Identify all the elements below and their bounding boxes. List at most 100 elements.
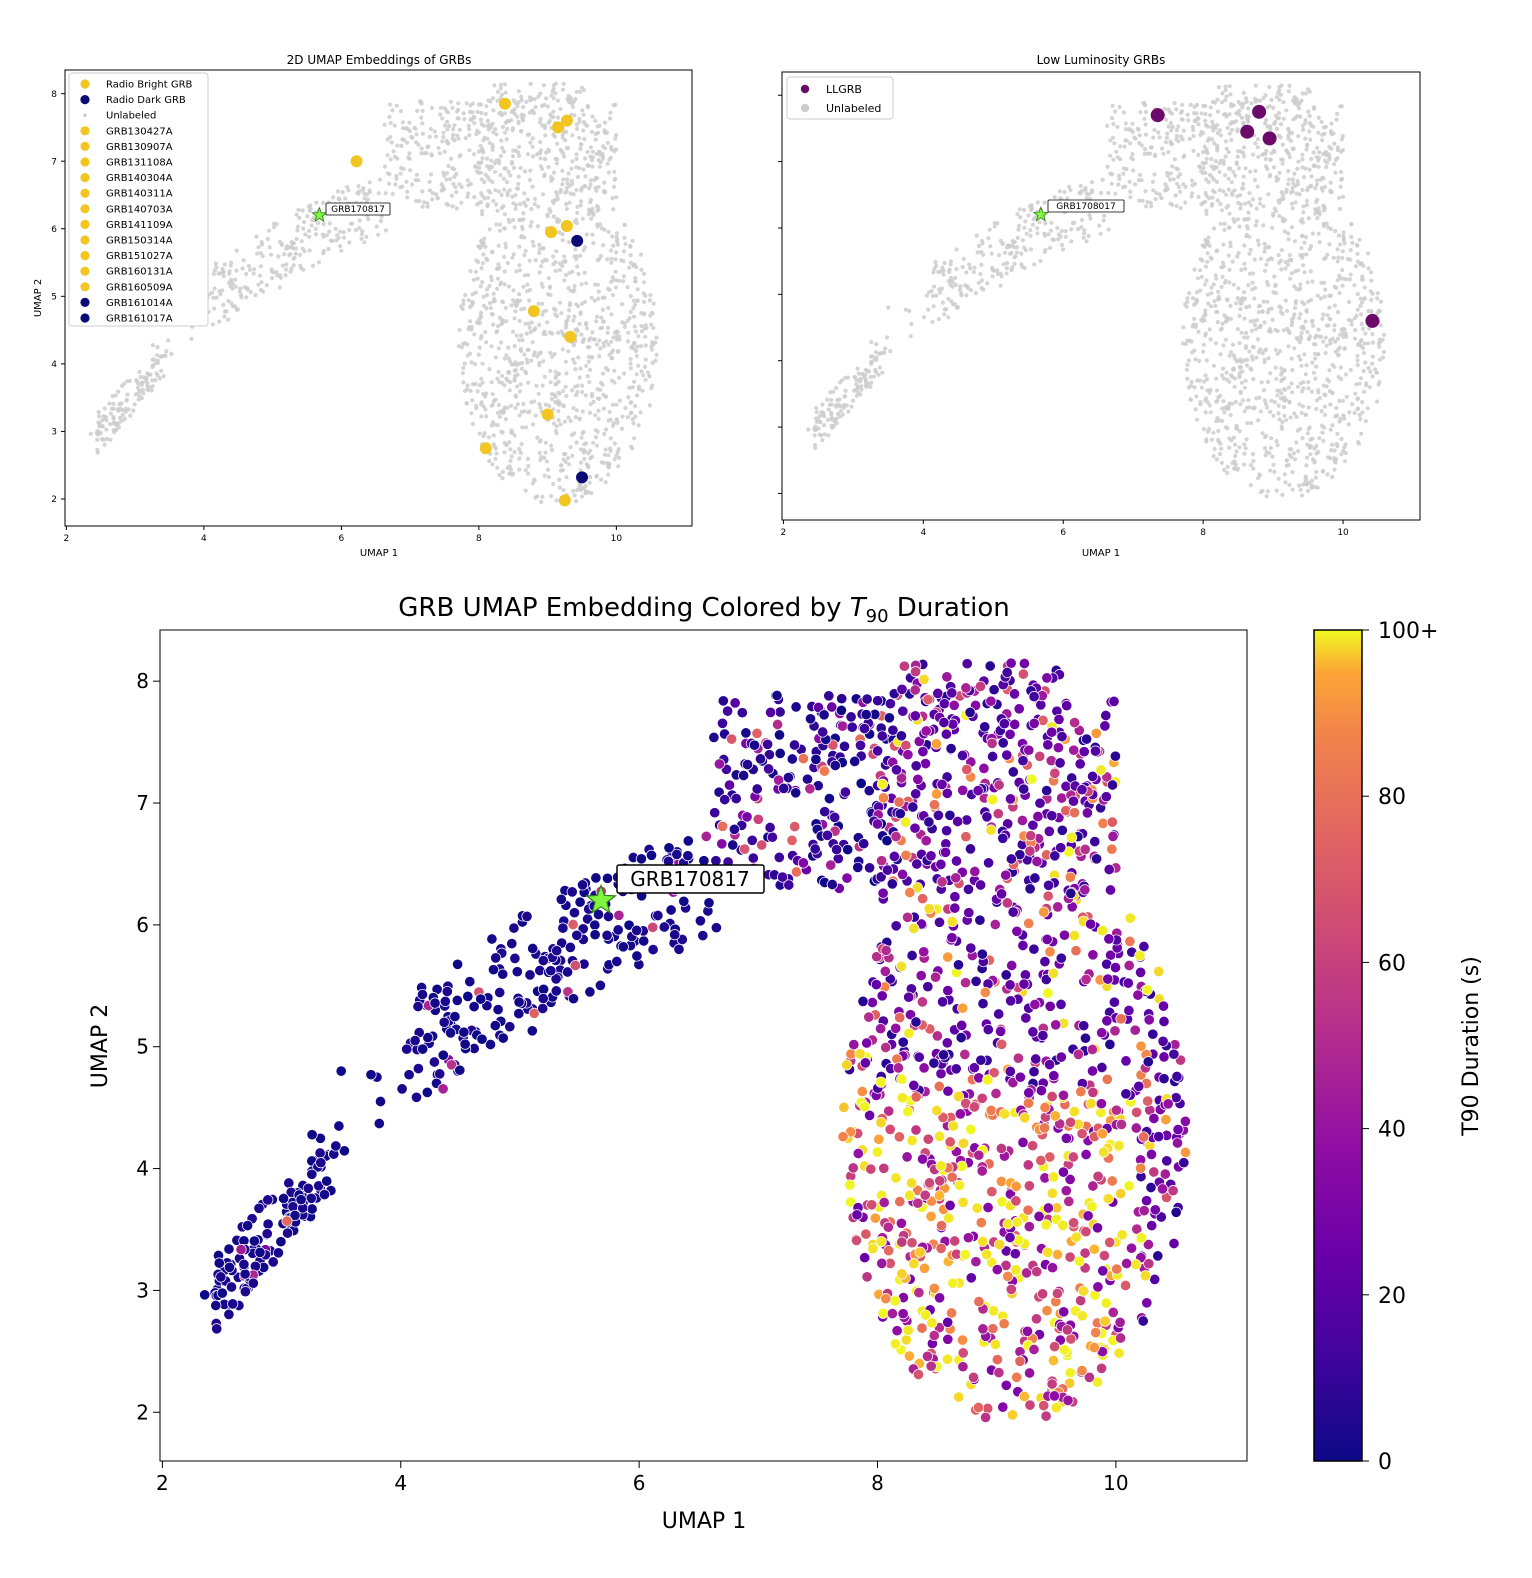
unlabeled-point	[1203, 311, 1208, 316]
t90-point	[283, 1177, 295, 1189]
unlabeled-point	[473, 269, 478, 274]
unlabeled-point	[1341, 236, 1346, 241]
unlabeled-point	[1316, 388, 1321, 393]
unlabeled-point	[961, 256, 966, 261]
unlabeled-point	[1142, 151, 1147, 156]
unlabeled-point	[488, 306, 493, 311]
unlabeled-point	[480, 361, 485, 366]
unlabeled-point	[1231, 435, 1237, 440]
unlabeled-point	[479, 177, 484, 182]
unlabeled-point	[324, 233, 330, 238]
highlight-point	[1262, 131, 1277, 146]
unlabeled-point	[622, 235, 627, 240]
unlabeled-point	[1300, 165, 1305, 170]
unlabeled-point	[1282, 229, 1287, 234]
unlabeled-point	[609, 248, 614, 253]
unlabeled-point	[1330, 336, 1335, 341]
unlabeled-point	[502, 282, 507, 287]
unlabeled-point	[476, 170, 481, 175]
unlabeled-point	[535, 224, 541, 229]
unlabeled-point	[1296, 181, 1301, 187]
unlabeled-point	[1190, 296, 1195, 301]
unlabeled-point	[930, 319, 935, 324]
unlabeled-point	[420, 204, 425, 209]
highlight-point	[541, 408, 554, 421]
unlabeled-point	[517, 263, 522, 268]
unlabeled-point	[1303, 412, 1308, 417]
unlabeled-point	[502, 212, 507, 217]
unlabeled-point	[522, 273, 527, 278]
unlabeled-point	[470, 382, 476, 387]
t90-point	[590, 872, 602, 884]
unlabeled-point	[554, 161, 560, 166]
unlabeled-point	[608, 110, 613, 115]
unlabeled-point	[1290, 177, 1296, 182]
unlabeled-point	[1248, 247, 1253, 252]
t90-point	[1005, 657, 1017, 669]
unlabeled-point	[599, 325, 605, 330]
unlabeled-point	[1273, 283, 1278, 289]
unlabeled-point	[522, 352, 527, 357]
unlabeled-point	[503, 166, 508, 171]
unlabeled-point	[471, 114, 476, 119]
t90-point	[875, 871, 887, 883]
unlabeled-point	[497, 380, 502, 385]
unlabeled-point	[620, 414, 625, 419]
unlabeled-point	[854, 378, 859, 383]
t90-point	[1141, 1195, 1153, 1207]
unlabeled-point	[1163, 117, 1168, 122]
unlabeled-point	[530, 340, 535, 345]
unlabeled-point	[520, 338, 525, 343]
unlabeled-point	[491, 130, 496, 135]
t90-point	[1100, 709, 1112, 722]
unlabeled-point	[614, 402, 619, 407]
unlabeled-point	[481, 303, 486, 308]
title-suffix: Duration	[889, 593, 1010, 623]
unlabeled-point	[1355, 259, 1361, 264]
unlabeled-point	[1301, 263, 1306, 268]
unlabeled-point	[635, 287, 640, 292]
unlabeled-point	[289, 266, 294, 271]
unlabeled-point	[468, 351, 473, 356]
unlabeled-point	[554, 197, 559, 202]
t90-point	[567, 918, 579, 931]
unlabeled-point	[1311, 370, 1316, 375]
unlabeled-point	[1328, 180, 1333, 185]
unlabeled-point	[1248, 203, 1254, 208]
unlabeled-point	[876, 372, 881, 377]
t90-point	[1024, 1367, 1036, 1379]
unlabeled-point	[1346, 299, 1352, 305]
unlabeled-point	[1106, 227, 1111, 232]
unlabeled-point	[1332, 162, 1337, 167]
unlabeled-point	[1367, 385, 1372, 390]
unlabeled-point	[271, 225, 277, 230]
unlabeled-point	[1123, 184, 1128, 189]
unlabeled-point	[1287, 130, 1292, 135]
unlabeled-point	[1097, 223, 1102, 228]
t90-point	[1149, 1273, 1161, 1285]
unlabeled-point	[632, 341, 637, 346]
unlabeled-point	[490, 147, 495, 152]
unlabeled-point	[587, 480, 592, 485]
unlabeled-point	[1123, 121, 1128, 126]
unlabeled-point	[528, 224, 533, 229]
unlabeled-point	[302, 219, 307, 225]
star-marker	[1032, 206, 1050, 222]
unlabeled-point	[496, 369, 501, 374]
unlabeled-point	[563, 459, 568, 464]
unlabeled-point	[1111, 121, 1116, 127]
unlabeled-point	[553, 369, 558, 374]
unlabeled-point	[1249, 421, 1254, 426]
unlabeled-point	[580, 108, 585, 113]
x-axis-label: UMAP 1	[1082, 548, 1120, 559]
unlabeled-point	[1229, 180, 1234, 185]
unlabeled-point	[1112, 141, 1117, 146]
unlabeled-point	[1302, 240, 1307, 245]
unlabeled-point	[475, 389, 480, 394]
unlabeled-point	[1231, 120, 1236, 125]
highlighted-points	[350, 97, 588, 507]
unlabeled-point	[640, 388, 645, 393]
unlabeled-point	[1321, 438, 1326, 443]
unlabeled-point	[450, 204, 455, 209]
unlabeled-point	[585, 374, 590, 379]
